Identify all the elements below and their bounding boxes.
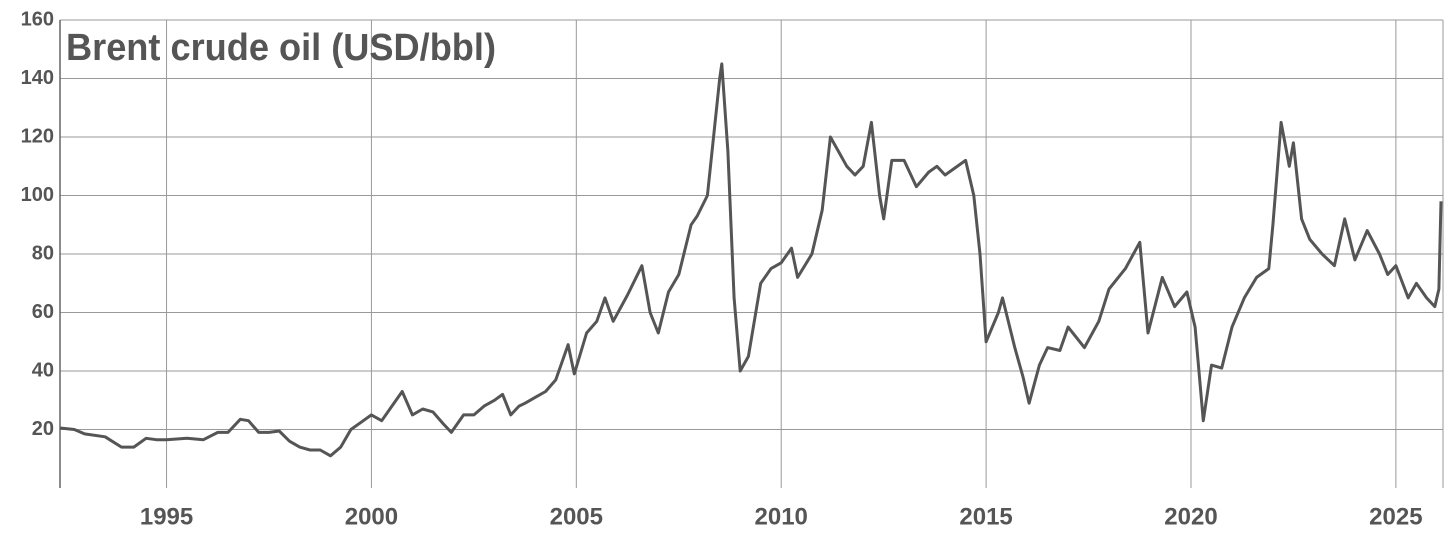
y-tick-label: 100 — [21, 184, 54, 206]
x-tick-label: 2000 — [345, 503, 398, 530]
line-series — [59, 62, 1443, 458]
x-tick-label: 2015 — [959, 503, 1012, 530]
y-tick-label: 160 — [21, 8, 54, 30]
y-tick-label: 140 — [21, 67, 54, 89]
y-tick-label: 80 — [32, 242, 54, 264]
x-tick-label: 2025 — [1369, 503, 1422, 530]
x-tick-label: 1995 — [140, 503, 193, 530]
y-tick-label: 60 — [32, 301, 54, 323]
x-tick-label: 2005 — [550, 503, 603, 530]
x-tick-label: 2020 — [1164, 503, 1217, 530]
y-tick-label: 40 — [32, 359, 54, 381]
y-tick-label: 120 — [21, 125, 54, 147]
x-tick-label: 2010 — [755, 503, 808, 530]
y-tick-label: 20 — [32, 418, 54, 440]
chart-title: Brent crude oil (USD/bbl) — [66, 27, 496, 69]
